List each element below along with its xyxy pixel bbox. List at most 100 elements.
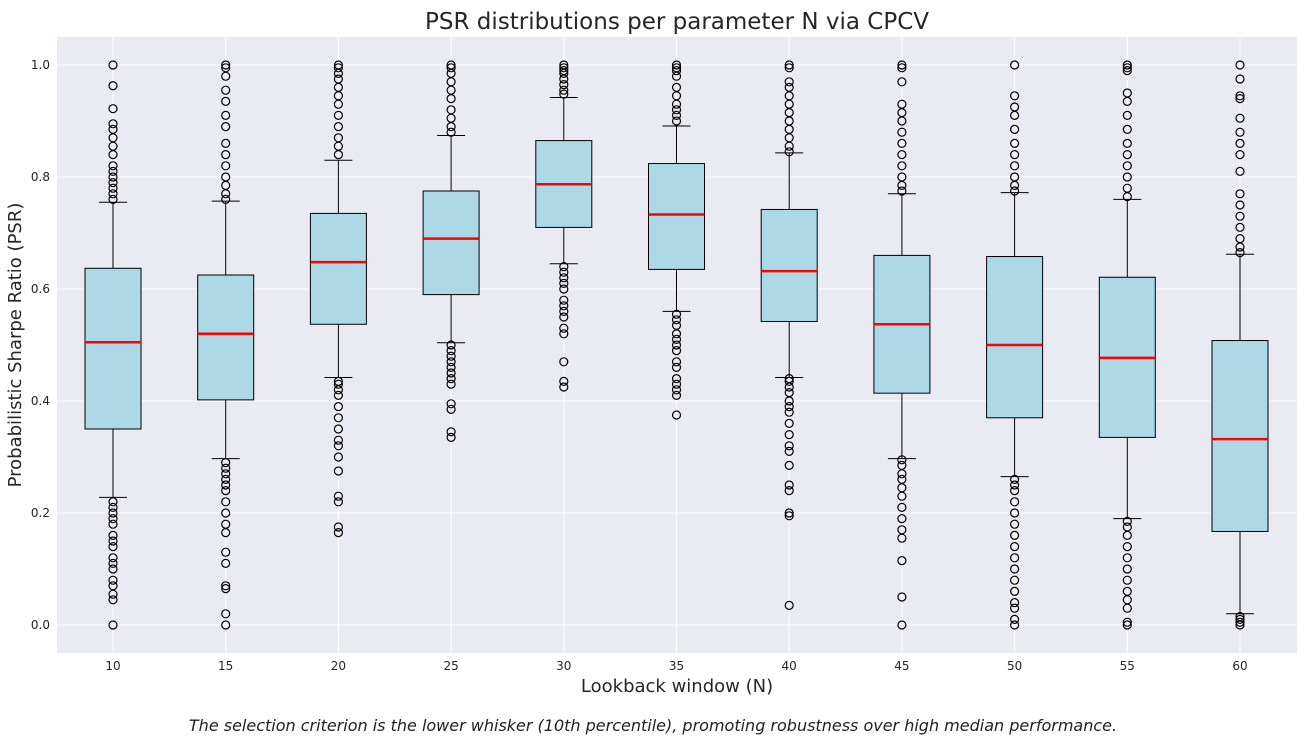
outlier-point xyxy=(1009,180,1020,190)
outlier-point xyxy=(1009,150,1020,160)
outlier-point xyxy=(108,60,118,70)
outlier-point xyxy=(108,508,118,518)
outlier-point xyxy=(1122,541,1132,552)
outlier-point xyxy=(1235,138,1245,148)
outlier-point xyxy=(671,65,682,76)
y-tick-label: 0.4 xyxy=(31,394,50,408)
outlier-point xyxy=(333,527,343,538)
outlier-point xyxy=(1122,124,1132,134)
outlier-point xyxy=(559,329,569,339)
outlier-point xyxy=(108,172,118,182)
outlier-point xyxy=(1009,110,1020,121)
outlier-point xyxy=(108,178,118,188)
outlier-point xyxy=(1122,620,1132,630)
outlier-point xyxy=(1235,74,1245,84)
outlier-point xyxy=(446,374,456,384)
outlier-point xyxy=(897,150,907,160)
outlier-point xyxy=(446,121,456,132)
outlier-point xyxy=(333,452,343,462)
outlier-point xyxy=(221,480,231,490)
outlier-point xyxy=(1009,603,1020,613)
outlier-point xyxy=(784,376,794,386)
outlier-point xyxy=(446,357,456,367)
iqr-box xyxy=(986,256,1044,419)
outlier-point xyxy=(108,150,118,160)
outlier-point xyxy=(671,410,682,420)
outlier-point xyxy=(671,390,682,400)
outlier-point xyxy=(108,558,118,569)
outlier-point xyxy=(559,63,569,73)
outlier-point xyxy=(221,458,231,468)
outlier-point xyxy=(784,60,794,70)
outlier-point xyxy=(1122,617,1132,627)
outlier-point xyxy=(897,116,907,126)
outlier-point xyxy=(221,581,231,591)
outlier-point xyxy=(108,564,118,574)
outlier-point xyxy=(897,620,907,630)
outlier-point xyxy=(221,527,231,538)
outlier-point xyxy=(1235,614,1245,625)
x-tick-label: 25 xyxy=(443,659,458,673)
outlier-point xyxy=(897,491,907,501)
outlier-point xyxy=(559,312,569,322)
outlier-point xyxy=(333,424,343,434)
outlier-point xyxy=(559,262,569,272)
outlier-point xyxy=(559,284,569,294)
outlier-point xyxy=(221,609,231,619)
outlier-point xyxy=(559,273,569,283)
outlier-point xyxy=(1235,127,1245,137)
outlier-point xyxy=(671,315,682,325)
outlier-point xyxy=(333,150,343,160)
outlier-point xyxy=(671,309,682,319)
outlier-point xyxy=(333,121,343,132)
outlier-point xyxy=(221,60,231,70)
outlier-point xyxy=(108,81,118,91)
outlier-point xyxy=(897,138,907,148)
outlier-point xyxy=(1009,564,1020,574)
box-group-45 xyxy=(873,60,931,630)
outlier-point xyxy=(784,382,794,392)
outlier-point xyxy=(221,469,231,479)
outlier-point xyxy=(1009,474,1020,484)
iqr-box xyxy=(760,208,818,322)
box-group-60 xyxy=(1211,60,1269,630)
outlier-point xyxy=(1009,497,1020,507)
outlier-point xyxy=(108,513,118,524)
outlier-point xyxy=(1122,553,1132,563)
outlier-point xyxy=(784,141,794,151)
outlier-point xyxy=(108,530,118,541)
outlier-point xyxy=(1235,248,1245,258)
outlier-point xyxy=(559,323,569,333)
outlier-point xyxy=(897,161,907,171)
box-group-50 xyxy=(986,60,1044,630)
outlier-point xyxy=(333,497,343,507)
outlier-point xyxy=(333,402,343,412)
outlier-point xyxy=(221,96,231,107)
outlier-point xyxy=(333,379,343,389)
outlier-point xyxy=(1235,620,1245,630)
outlier-point xyxy=(333,413,343,423)
outlier-point xyxy=(108,589,118,599)
y-tick-label: 0.0 xyxy=(31,618,50,632)
outlier-point xyxy=(559,301,569,311)
outlier-point xyxy=(897,63,907,73)
outlier-point xyxy=(559,382,569,392)
outlier-point xyxy=(784,441,794,451)
outlier-point xyxy=(446,362,456,372)
box-group-55 xyxy=(1098,60,1156,630)
outlier-point xyxy=(897,513,907,524)
outlier-point xyxy=(108,502,118,512)
outlier-point xyxy=(446,351,456,361)
outlier-point xyxy=(784,446,794,456)
outlier-point xyxy=(671,340,682,350)
outlier-point xyxy=(1235,200,1245,210)
outlier-point xyxy=(108,183,118,193)
x-tick-label: 10 xyxy=(105,659,120,673)
outlier-point xyxy=(784,147,794,157)
iqr-box xyxy=(309,212,367,325)
outlier-point xyxy=(1122,96,1132,107)
boxes xyxy=(84,60,1269,630)
outlier-point xyxy=(559,74,569,84)
outlier-point xyxy=(671,334,682,344)
